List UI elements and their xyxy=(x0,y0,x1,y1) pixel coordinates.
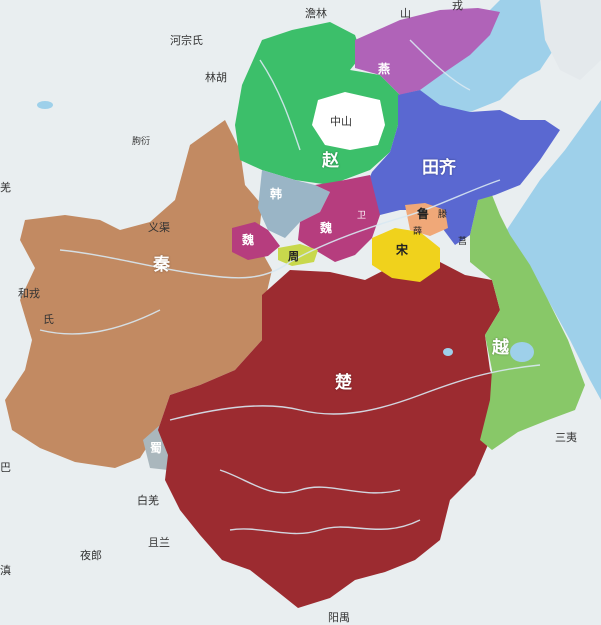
lake-north xyxy=(37,101,53,109)
song-territory xyxy=(372,228,440,282)
zhou-territory xyxy=(278,244,318,266)
wei-east-territory xyxy=(298,175,380,262)
label-yelang: 夜郎 xyxy=(80,549,102,562)
label-yue: 越 xyxy=(492,338,509,358)
label-zhongshan: 中山 xyxy=(330,115,352,128)
wei-west-territory xyxy=(232,222,280,260)
label-lu: 鲁 xyxy=(417,207,430,221)
lu-territory xyxy=(405,203,448,236)
label-ba: 巴 xyxy=(0,461,11,474)
label-yiqu: 义渠 xyxy=(148,221,170,234)
label-wei-small: 卫 xyxy=(357,211,367,221)
label-dian: 滇 xyxy=(0,564,11,577)
korea-landmass xyxy=(540,0,601,80)
rivers xyxy=(39,39,541,535)
taihu-lake xyxy=(510,342,534,362)
label-loufan: 澹林 xyxy=(305,7,327,20)
label-heyi: 和戎 xyxy=(18,287,40,300)
label-qin: 秦 xyxy=(153,255,170,275)
label-wei-east: 魏 xyxy=(320,221,333,235)
label-zhou: 周 xyxy=(288,250,299,263)
label-sanyi: 三夷 xyxy=(555,431,577,444)
label-gouyan: 朐衍 xyxy=(132,137,151,147)
yue-territory xyxy=(470,195,585,450)
label-qi: 田齐 xyxy=(422,158,456,178)
label-linhu: 林胡 xyxy=(205,71,227,84)
label-song: 宋 xyxy=(396,243,409,257)
label-wei-west: 魏 xyxy=(242,233,255,247)
label-rong-n: 戎 xyxy=(452,0,463,12)
lake-small xyxy=(443,348,453,356)
label-hexuzong: 河宗氏 xyxy=(170,34,203,47)
label-qielan: 且兰 xyxy=(148,536,170,549)
label-yan: 燕 xyxy=(378,62,391,76)
zhongshan-territory xyxy=(312,92,385,150)
label-teng: 滕 xyxy=(438,210,448,220)
label-han: 韩 xyxy=(270,187,283,201)
label-xue: 薛 xyxy=(413,227,423,237)
label-yangyu: 阳禺 xyxy=(328,611,350,624)
label-qiang: 羌 xyxy=(0,181,11,194)
label-zhao: 赵 xyxy=(322,151,339,171)
label-ju: 莒 xyxy=(458,237,468,247)
qin-territory xyxy=(5,120,272,468)
label-shu: 蜀 xyxy=(150,441,163,455)
yan-territory xyxy=(355,8,500,95)
label-chu: 楚 xyxy=(335,373,352,393)
label-shi: 氏 xyxy=(43,313,54,326)
han-territory xyxy=(258,170,330,238)
sea xyxy=(405,0,601,400)
label-shan: 山 xyxy=(400,7,411,20)
label-diqiang: 白羌 xyxy=(137,494,159,507)
